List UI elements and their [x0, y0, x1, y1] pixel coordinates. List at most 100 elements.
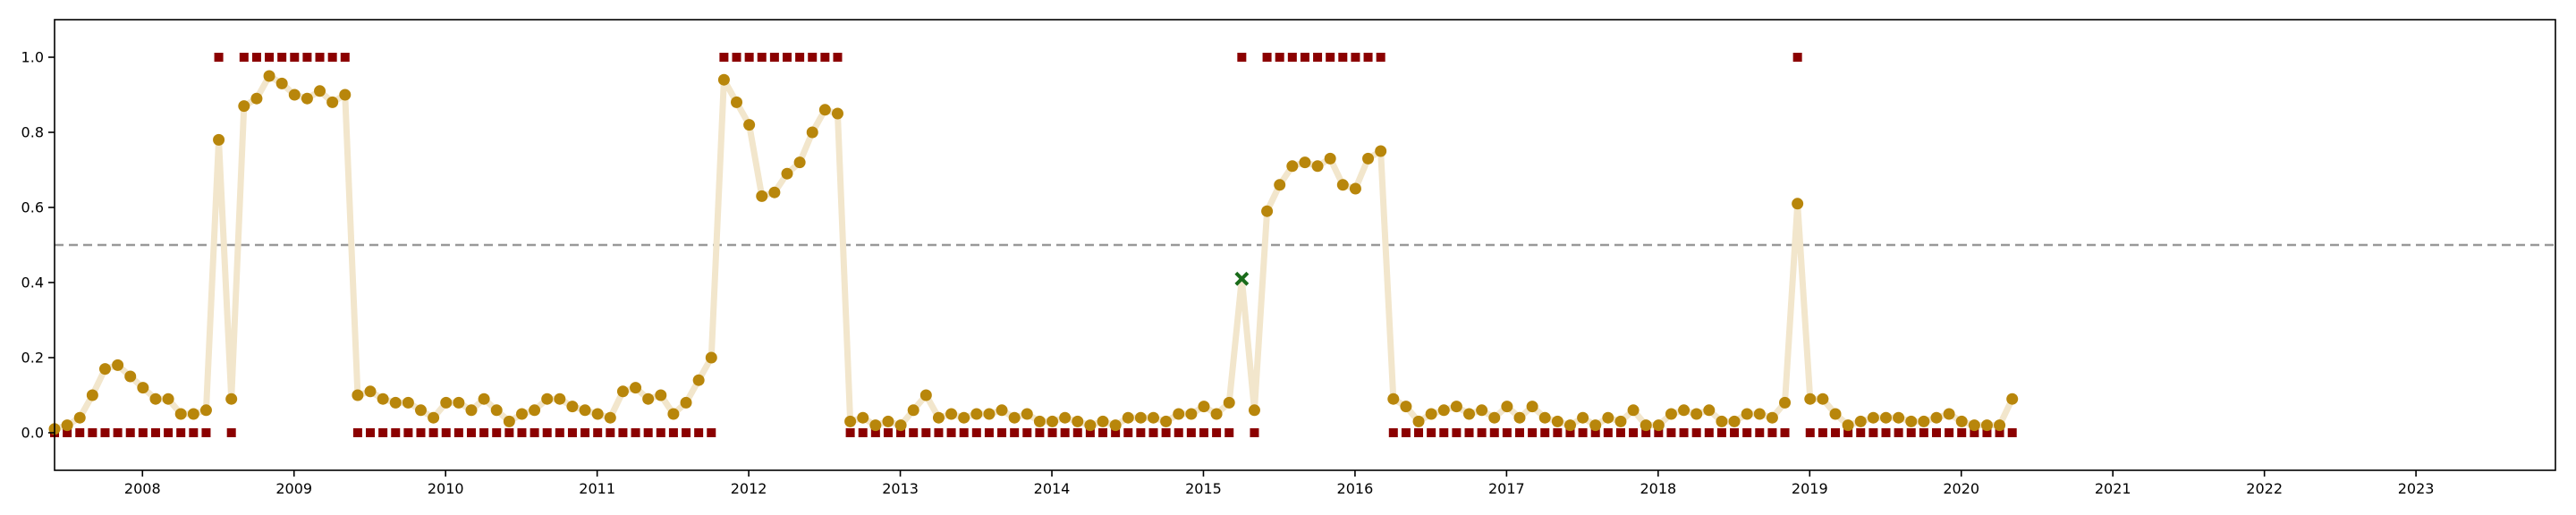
probability-point [213, 133, 225, 146]
probability-point [996, 404, 1008, 417]
x-tick-label: 2011 [579, 480, 615, 497]
probability-point [1716, 415, 1728, 427]
probability-point [453, 396, 465, 409]
label-marker [1603, 428, 1613, 437]
probability-point [1577, 411, 1589, 424]
probability-point [112, 359, 124, 371]
label-marker [441, 428, 451, 437]
label-marker [580, 428, 590, 437]
label-marker [1072, 428, 1082, 437]
probability-point [919, 389, 932, 401]
label-marker [1338, 53, 1348, 62]
label-marker [1540, 428, 1550, 437]
label-marker [555, 428, 564, 437]
label-marker [1035, 428, 1045, 437]
probability-point [806, 126, 818, 139]
label-marker [352, 428, 362, 437]
probability-point [1968, 419, 1980, 432]
probability-point [352, 389, 364, 401]
label-marker [1970, 428, 1979, 437]
probability-point [705, 351, 717, 364]
label-marker [1186, 428, 1196, 437]
probability-point [314, 85, 326, 97]
label-marker [517, 428, 527, 437]
label-marker [1565, 428, 1575, 437]
probability-point [945, 408, 958, 420]
x-tick-label: 2015 [1185, 480, 1222, 497]
label-marker [1995, 428, 2004, 437]
probability-point [1728, 415, 1741, 427]
probability-point [1122, 411, 1134, 424]
probability-point [768, 186, 781, 198]
label-marker [808, 53, 818, 62]
label-marker [1755, 428, 1765, 437]
x-tick-label: 2020 [1943, 480, 1979, 497]
probability-point [1274, 179, 1286, 191]
probability-point [667, 408, 680, 420]
label-marker [504, 428, 514, 437]
label-marker [984, 428, 994, 437]
label-marker [946, 428, 956, 437]
label-marker [1528, 428, 1538, 437]
label-marker [1792, 53, 1802, 62]
probability-point [73, 411, 86, 424]
probability-point [756, 190, 768, 202]
probability-point [1349, 182, 1361, 195]
label-marker [921, 428, 931, 437]
label-marker [1439, 428, 1449, 437]
label-marker [1098, 428, 1108, 437]
label-marker [909, 428, 919, 437]
x-tick-label: 2019 [1792, 480, 1828, 497]
label-marker [1477, 428, 1487, 437]
label-marker [1326, 53, 1335, 62]
label-marker [1262, 53, 1272, 62]
label-marker [1313, 53, 1323, 62]
probability-point [225, 393, 238, 405]
probability-point-layer [48, 70, 2019, 435]
probability-point [1994, 419, 2006, 432]
probability-point [199, 404, 212, 417]
label-marker [1237, 53, 1247, 62]
label-marker [1136, 428, 1146, 437]
probability-point [1324, 152, 1336, 165]
y-tick-label: 0.6 [21, 199, 44, 216]
label-marker [1161, 428, 1171, 437]
probability-point [831, 107, 843, 120]
label-marker [1464, 428, 1474, 437]
label-marker [1148, 428, 1158, 437]
label-marker [1427, 428, 1436, 437]
y-tick-label: 0.2 [21, 350, 44, 367]
label-marker [845, 428, 855, 437]
label-marker [1931, 428, 1941, 437]
highlight-x-stroke [1234, 271, 1250, 286]
label-marker [1022, 428, 1032, 437]
label-marker [1919, 428, 1928, 437]
label-marker [1275, 53, 1284, 62]
x-tick-label: 2010 [428, 480, 464, 497]
label-marker [226, 428, 236, 437]
probability-point [465, 404, 478, 417]
probability-point [1614, 415, 1627, 427]
probability-point [1842, 419, 1854, 432]
plot-frame [54, 19, 2556, 471]
probability-point [1893, 411, 1905, 424]
probability-point [1223, 396, 1235, 409]
label-marker [971, 428, 981, 437]
label-marker [1730, 428, 1740, 437]
label-marker [327, 53, 337, 62]
label-marker [1641, 428, 1651, 437]
probability-point [1627, 404, 1640, 417]
x-tick-label: 2016 [1337, 480, 1374, 497]
probability-point [2006, 393, 2019, 405]
probability-point [1210, 408, 1223, 420]
label-marker [391, 428, 401, 437]
probability-point [882, 415, 894, 427]
probability-point [1311, 160, 1324, 173]
probability-point [1033, 415, 1046, 427]
label-marker [567, 428, 577, 437]
label-marker [1085, 428, 1095, 437]
label-marker [542, 428, 552, 437]
label-marker [820, 53, 830, 62]
probability-point [1905, 415, 1918, 427]
probability-point [1109, 419, 1122, 432]
